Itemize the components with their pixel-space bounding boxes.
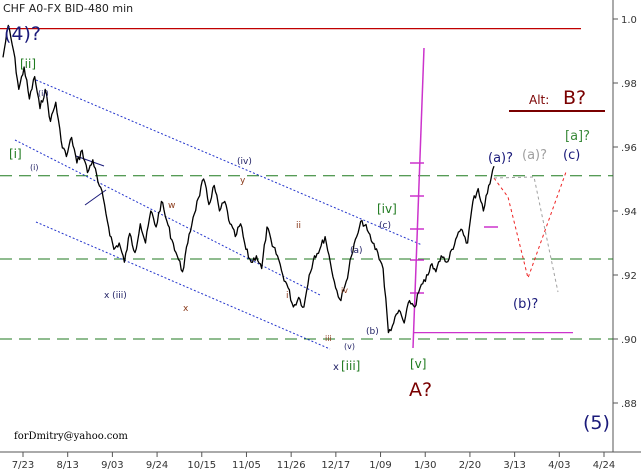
x-tick-label: 7/23 bbox=[12, 460, 34, 471]
y-tick-label: .98 bbox=[621, 79, 637, 90]
label-v-paren: (v) bbox=[344, 342, 355, 351]
label-b-q: (b)? bbox=[513, 297, 538, 312]
label-w: w bbox=[168, 201, 175, 211]
label-4: (4)? bbox=[4, 23, 41, 45]
horizontal-levels bbox=[0, 28, 613, 340]
y-tick-label: 1.0 bbox=[621, 15, 637, 26]
label-a-q-navy: (a)? bbox=[488, 151, 513, 166]
label-A: A? bbox=[409, 379, 432, 401]
wave-labels: (4)? [ii] (ii) [i] (i) (iv) y w x (iii) … bbox=[4, 23, 610, 434]
label-b-paren: (b) bbox=[366, 327, 379, 337]
label-iv-paren: (iv) bbox=[237, 157, 252, 167]
label-i-small: i bbox=[286, 291, 289, 301]
price-line bbox=[2, 24, 495, 334]
x-tick-label: 12/17 bbox=[321, 460, 350, 471]
label-v-bracket: [v] bbox=[410, 357, 426, 371]
label-i-paren: (i) bbox=[30, 163, 38, 172]
label-i-bracket: [i] bbox=[9, 147, 22, 161]
x-tick-label: 11/26 bbox=[277, 460, 306, 471]
x-tick-label: 8/13 bbox=[56, 460, 78, 471]
x-tick-label: 9/03 bbox=[101, 460, 123, 471]
y-axis-ticks: 1.0 .98 .96 .94 .92 .90 .88 bbox=[613, 15, 637, 410]
x-tick-label: 10/15 bbox=[187, 460, 216, 471]
channel-line-middle bbox=[14, 139, 321, 296]
channel-line-lower bbox=[35, 221, 331, 350]
label-x-brown: x bbox=[183, 304, 189, 314]
label-c-q-navy: (c) bbox=[563, 148, 580, 163]
forecast-paths bbox=[493, 171, 567, 293]
label-alt: Alt: bbox=[529, 93, 549, 107]
y-tick-label: .88 bbox=[621, 399, 637, 410]
x-tick-label: 4/03 bbox=[548, 460, 570, 471]
x-axis-ticks: 7/23 8/13 9/03 9/24 10/15 11/05 11/26 12/17 1/09… bbox=[12, 452, 615, 471]
x-tick-label: 1/30 bbox=[414, 460, 436, 471]
magenta-vertical-line bbox=[412, 47, 425, 349]
channel-line-upper bbox=[35, 79, 423, 246]
label-x-iii-navy: x bbox=[333, 362, 339, 373]
y-tick-label: .96 bbox=[621, 143, 637, 154]
label-x-iii: x (iii) bbox=[104, 291, 127, 301]
y-tick-label: .90 bbox=[621, 335, 637, 346]
label-y: y bbox=[240, 176, 246, 186]
label-a-q-gray: (a)? bbox=[522, 148, 547, 163]
x-tick-label: 3/13 bbox=[503, 460, 525, 471]
forecast-red-path bbox=[493, 171, 567, 280]
label-a-bracket-q: [a]? bbox=[565, 129, 590, 144]
magenta-marker bbox=[410, 47, 498, 349]
label-B: B? bbox=[563, 87, 586, 109]
label-c-paren: (c) bbox=[379, 221, 391, 231]
wave-target-segment-1 bbox=[75, 155, 105, 167]
x-tick-label: 4/24 bbox=[593, 460, 615, 471]
y-tick-label: .92 bbox=[621, 271, 637, 282]
label-ii-bracket: [ii] bbox=[20, 57, 36, 71]
label-iv-bracket: [iv] bbox=[377, 202, 397, 216]
price-series bbox=[2, 24, 495, 334]
x-tick-label: 2/20 bbox=[459, 460, 481, 471]
x-tick-label: 11/05 bbox=[232, 460, 261, 471]
x-tick-label: 1/09 bbox=[369, 460, 391, 471]
channel-lines bbox=[14, 79, 423, 350]
label-iii-small: iii bbox=[325, 334, 332, 343]
author-email: forDmitry@yahoo.com bbox=[14, 431, 128, 442]
chart-title: CHF A0-FX BID-480 min bbox=[3, 2, 134, 15]
label-iii-bracket: [iii] bbox=[341, 359, 360, 373]
label-iv-small: iv bbox=[341, 286, 348, 295]
label-a-paren: (a) bbox=[350, 246, 363, 256]
label-ii-paren: (ii) bbox=[38, 89, 49, 98]
label-ii-small: ii bbox=[296, 221, 301, 231]
label-5: (5) bbox=[583, 412, 610, 434]
forecast-gray-path bbox=[493, 176, 559, 293]
x-tick-label: 9/24 bbox=[146, 460, 168, 471]
y-tick-label: .94 bbox=[621, 207, 637, 218]
